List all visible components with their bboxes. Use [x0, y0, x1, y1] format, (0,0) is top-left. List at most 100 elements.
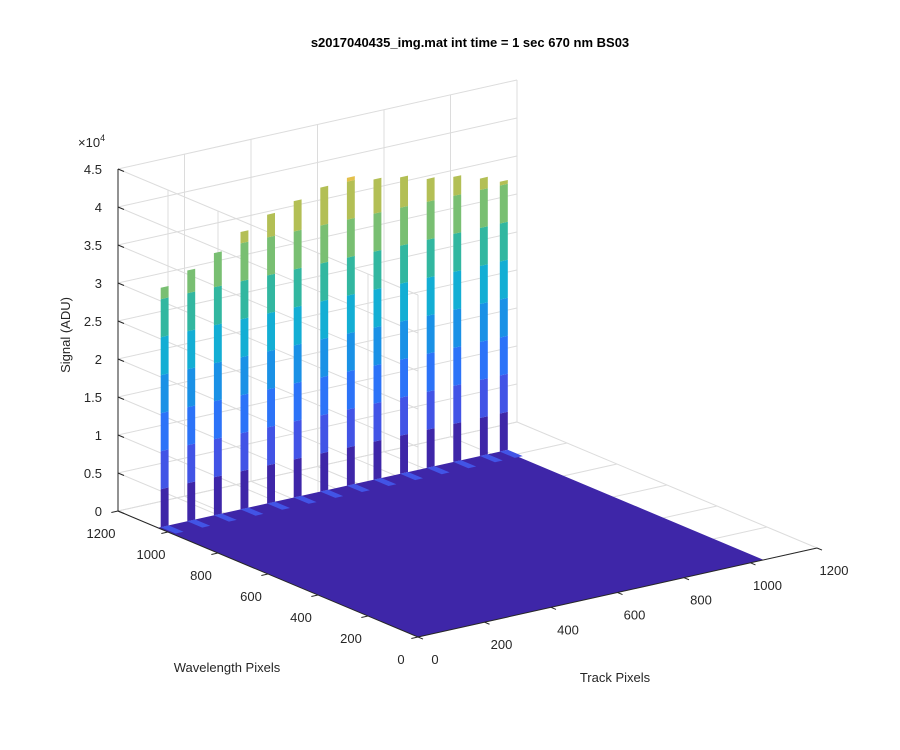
ridge-foot: [426, 466, 450, 475]
y-tick-label: 600: [240, 589, 262, 604]
ridge-band: [499, 297, 508, 338]
ridge-band: [479, 340, 488, 380]
ridge-band: [426, 238, 435, 278]
ridge-band: [373, 402, 382, 442]
grid-line: [117, 307, 518, 398]
x-tick: [750, 562, 756, 566]
z-tick-label: 0: [95, 504, 102, 519]
x-tick: [816, 547, 823, 551]
ridge-band: [453, 346, 462, 386]
ridge-band: [240, 317, 249, 358]
ridge-band: [320, 337, 329, 378]
z-tick-label: 4: [95, 200, 102, 215]
ridge-band: [400, 206, 408, 246]
z-tick-label: 3.5: [84, 238, 102, 253]
ridge-band: [240, 469, 249, 510]
z-axis-label: Signal (ADU): [58, 297, 73, 373]
ridge-band: [373, 288, 382, 328]
ridge-band: [499, 411, 508, 452]
grid-line: [117, 79, 518, 170]
ridge-band: [293, 305, 302, 346]
chart-title: s2017040435_img.mat int time = 1 sec 670…: [311, 35, 629, 50]
ridge-band: [267, 311, 275, 352]
ridge-band: [373, 440, 382, 480]
ridge-band: [160, 411, 169, 452]
y-tick-label: 800: [190, 568, 212, 583]
x-tick-label: 0: [431, 652, 438, 667]
ridge-band: [213, 399, 222, 440]
ridge-1: [160, 286, 184, 534]
y-tick: [211, 552, 219, 555]
ridge-band: [160, 286, 169, 300]
y-tick: [361, 615, 369, 618]
ridge-band: [426, 352, 435, 392]
grid-line: [117, 383, 518, 474]
ridge-band: [293, 343, 302, 384]
z-exponent-prefix: ×10: [78, 135, 100, 150]
ridge-band: [160, 373, 169, 414]
x-tick: [617, 592, 623, 596]
ridge-band: [187, 329, 196, 370]
z-tick: [117, 206, 125, 210]
ridge-band: [320, 261, 329, 302]
ridge-foot: [400, 472, 423, 481]
ridge-band: [453, 232, 462, 272]
ridge-band: [240, 393, 249, 434]
ridge-band: [320, 375, 329, 416]
ridge-band: [293, 229, 302, 270]
ridge-foot: [293, 495, 317, 504]
z-tick-label: 2.5: [84, 314, 102, 329]
x-tick-label: 600: [624, 608, 646, 623]
ridge-band: [453, 175, 462, 196]
ridge-band: [479, 416, 488, 456]
ridge-band: [400, 396, 408, 436]
ridge-foot: [240, 507, 264, 516]
y-axis-label: Wavelength Pixels: [174, 660, 281, 675]
ridge-band: [479, 226, 488, 266]
ridge-band: [320, 185, 329, 226]
ridge-band: [293, 381, 302, 422]
ridge-band: [160, 335, 169, 376]
ridge-band: [479, 188, 488, 228]
grid-line: [117, 193, 518, 284]
x-tick-label: 400: [557, 622, 579, 637]
x-tick: [417, 636, 424, 640]
z-tick: [117, 168, 125, 172]
ridge-band: [293, 267, 302, 308]
ridge-band: [426, 200, 435, 240]
ridge-4: [240, 230, 264, 516]
ridge-band: [240, 431, 249, 472]
ridge-band: [267, 425, 275, 466]
ridge-band: [346, 179, 355, 220]
ridge-band: [213, 437, 222, 478]
ridge-band: [346, 445, 355, 486]
ridge-band: [240, 355, 249, 396]
ridge-band: [320, 299, 329, 340]
grid-line: [117, 117, 518, 208]
ridge-band: [426, 177, 435, 202]
ridge-3: [213, 251, 237, 522]
z-tick: [117, 472, 125, 476]
ridge-foot: [160, 525, 184, 534]
ridge-5: [267, 212, 290, 510]
ridge-band: [187, 481, 196, 522]
y-tick: [261, 573, 269, 576]
ridge-band: [499, 180, 508, 186]
x-tick: [484, 621, 490, 625]
y-tick-label: 1000: [137, 547, 166, 562]
ridge-band: [479, 176, 488, 190]
ridge-band: [213, 361, 222, 402]
grid-line: [117, 269, 518, 360]
ridge-foot: [479, 454, 503, 463]
ridge-band: [320, 451, 329, 492]
ridge-band: [267, 387, 275, 428]
ridge-band: [453, 270, 462, 310]
ridge-band: [400, 434, 408, 474]
ridge-band: [160, 449, 169, 490]
y-tick: [161, 531, 169, 534]
x-tick: [550, 606, 557, 610]
ridge-band: [346, 293, 355, 334]
z-tick: [117, 510, 125, 514]
ridge-band: [187, 405, 196, 446]
